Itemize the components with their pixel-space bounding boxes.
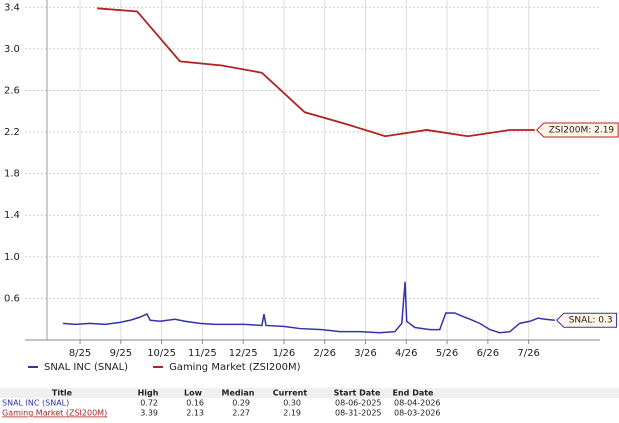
table-cell: 0.30	[283, 399, 301, 408]
table-cell: 08-31-2025	[335, 409, 382, 418]
line	[97, 7, 535, 138]
y-tick-label: 1.0	[4, 252, 20, 263]
y-tick-label: 3.0	[4, 44, 20, 55]
table-header: End Date	[393, 389, 435, 398]
table-cell: 0.29	[232, 399, 250, 408]
y-tick-label: 1.4	[4, 210, 20, 221]
end-label: ZSI200M: 2.19	[536, 122, 619, 138]
legend-label: SNAL INC (SNAL)	[44, 362, 128, 373]
x-tick-label: 3/26	[354, 348, 376, 359]
x-tick-label: 8/25	[69, 348, 91, 359]
end-label-box	[556, 312, 618, 328]
table-cell: Gaming Market (ZSI200M)	[2, 409, 107, 418]
table-header: Start Date	[334, 389, 381, 398]
table-cell: 08-04-2026	[394, 399, 441, 408]
end-label: SNAL: 0.3	[556, 312, 618, 328]
x-tick-label: 6/26	[477, 348, 499, 359]
legend-label: Gaming Market (ZSI200M)	[169, 362, 301, 373]
x-tick-label: 5/26	[436, 348, 458, 359]
table-cell: 08-06-2025	[335, 399, 382, 408]
x-tick-label: 10/25	[147, 348, 176, 359]
x-tick-label: 9/25	[110, 348, 132, 359]
table-header-bg	[0, 388, 619, 398]
table-cell: 3.39	[140, 409, 158, 418]
table-header: High	[138, 389, 159, 398]
x-tick-label: 12/25	[229, 348, 258, 359]
y-tick-label: 1.8	[4, 169, 20, 180]
x-tick-label: 7/26	[517, 348, 539, 359]
table-header: Median	[222, 389, 255, 398]
y-tick-label: 3.4	[4, 2, 20, 13]
table-header: Current	[273, 389, 308, 398]
end-label-box	[536, 122, 619, 138]
end-label-text: SNAL: 0.3	[569, 316, 613, 326]
end-label-text: ZSI200M: 2.19	[549, 125, 615, 135]
table-cell: 0.16	[186, 399, 204, 408]
table-header: Low	[184, 389, 203, 398]
x-tick-label: 4/26	[395, 348, 417, 359]
y-tick-label: 0.6	[4, 293, 20, 304]
y-tick-label: 2.6	[4, 85, 20, 96]
x-tick-label: 11/25	[188, 348, 217, 359]
table-cell: 2.13	[186, 409, 204, 418]
x-tick-label: 1/26	[273, 348, 295, 359]
table-cell: SNAL INC (SNAL)	[2, 399, 69, 408]
table-cell: 2.27	[232, 409, 250, 418]
line	[62, 281, 555, 334]
table-cell: 0.72	[140, 399, 158, 408]
y-tick-label: 2.2	[4, 127, 20, 138]
x-tick-label: 2/26	[313, 348, 335, 359]
table-cell: 08-03-2026	[394, 409, 441, 418]
table-cell: 2.19	[283, 409, 301, 418]
table-header: Title	[52, 389, 73, 398]
